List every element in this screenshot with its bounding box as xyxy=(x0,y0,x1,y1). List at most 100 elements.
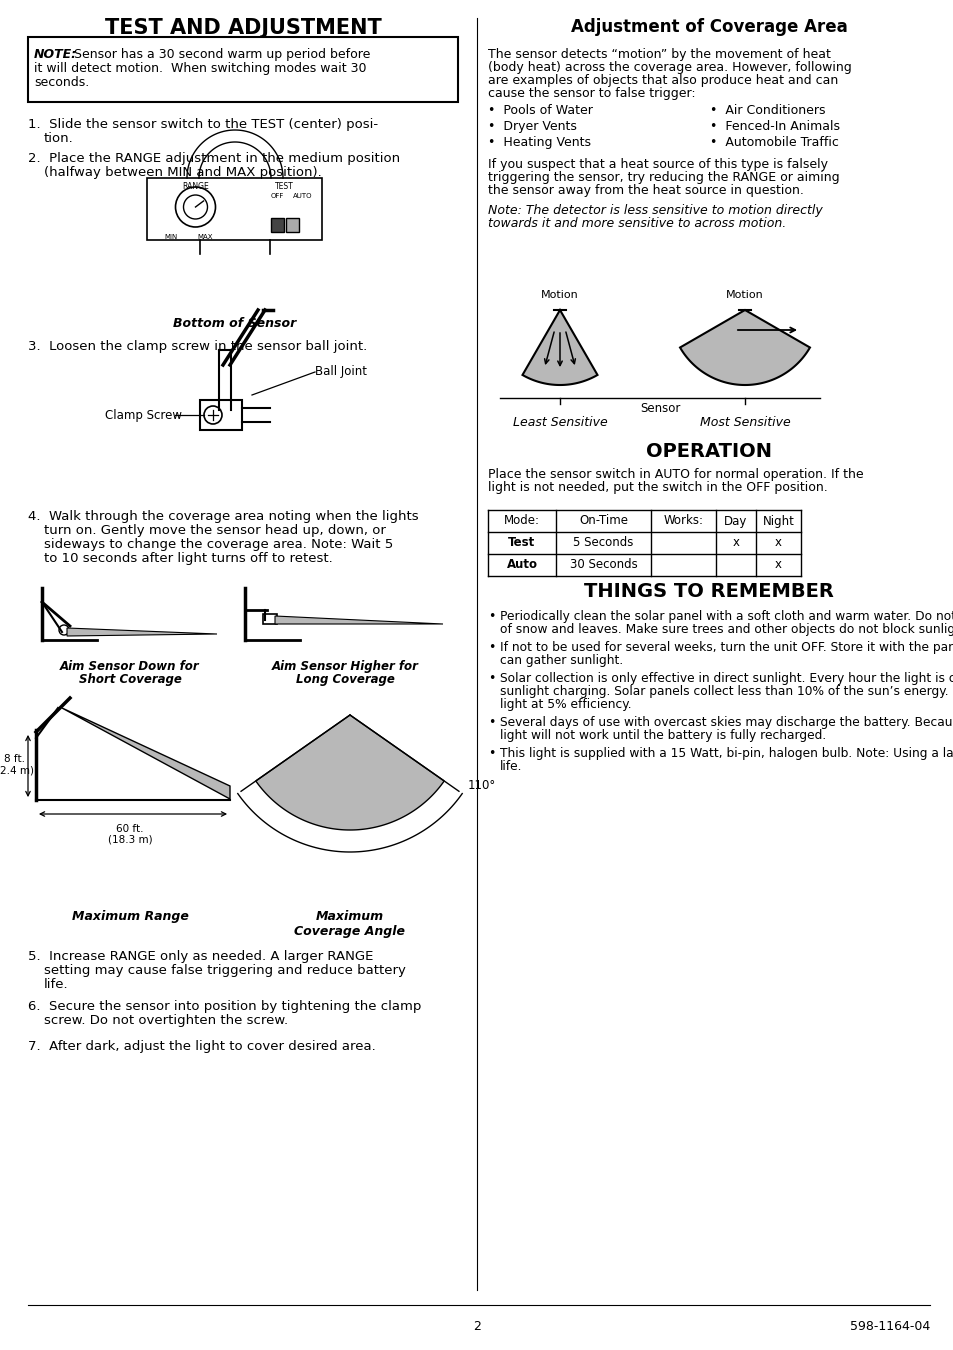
Text: towards it and more sensitive to across motion.: towards it and more sensitive to across … xyxy=(488,217,785,230)
Text: setting may cause false triggering and reduce battery: setting may cause false triggering and r… xyxy=(44,964,405,977)
Text: life.: life. xyxy=(44,977,69,991)
Text: Aim Sensor Down for: Aim Sensor Down for xyxy=(60,660,199,674)
FancyBboxPatch shape xyxy=(28,36,457,103)
Text: This light is supplied with a 15 Watt, bi-pin, halogen bulb. Note: Using a large: This light is supplied with a 15 Watt, b… xyxy=(499,747,953,760)
Text: 110°: 110° xyxy=(467,779,495,792)
Polygon shape xyxy=(679,310,809,385)
Text: AUTO: AUTO xyxy=(293,193,312,198)
Text: 2.  Place the RANGE adjustment in the medium position: 2. Place the RANGE adjustment in the med… xyxy=(28,153,399,165)
Text: Bottom of Sensor: Bottom of Sensor xyxy=(173,317,296,329)
Text: Sensor: Sensor xyxy=(639,402,679,414)
Text: Several days of use with overcast skies may discharge the battery. Because of th: Several days of use with overcast skies … xyxy=(499,716,953,729)
Text: •  Dryer Vents: • Dryer Vents xyxy=(488,120,577,134)
Text: screw. Do not overtighten the screw.: screw. Do not overtighten the screw. xyxy=(44,1014,288,1027)
Text: 5.  Increase RANGE only as needed. A larger RANGE: 5. Increase RANGE only as needed. A larg… xyxy=(28,950,373,963)
Bar xyxy=(263,614,276,624)
Text: TEST: TEST xyxy=(274,182,294,190)
Text: •: • xyxy=(488,641,495,653)
Text: 8 ft.
(2.4 m): 8 ft. (2.4 m) xyxy=(0,755,34,776)
Text: Sensor has a 30 second warm up period before: Sensor has a 30 second warm up period be… xyxy=(70,49,370,61)
Text: Day: Day xyxy=(723,514,747,528)
Text: Note: The detector is less sensitive to motion directly: Note: The detector is less sensitive to … xyxy=(488,204,821,217)
Text: MAX: MAX xyxy=(197,234,213,240)
Bar xyxy=(286,217,299,232)
Polygon shape xyxy=(255,716,444,830)
Text: NOTE:: NOTE: xyxy=(34,49,77,61)
Text: light is not needed, put the switch in the OFF position.: light is not needed, put the switch in t… xyxy=(488,481,827,494)
Bar xyxy=(148,178,322,240)
Text: Periodically clean the solar panel with a soft cloth and warm water. Do not hose: Periodically clean the solar panel with … xyxy=(499,610,953,622)
Circle shape xyxy=(175,188,215,227)
Text: Adjustment of Coverage Area: Adjustment of Coverage Area xyxy=(570,18,846,36)
Text: (body heat) across the coverage area. However, following: (body heat) across the coverage area. Ho… xyxy=(488,61,851,74)
Text: OFF: OFF xyxy=(271,193,284,198)
Polygon shape xyxy=(522,310,597,385)
Text: 598-1164-04: 598-1164-04 xyxy=(849,1320,929,1332)
Text: •: • xyxy=(488,672,495,684)
Text: The sensor detects “motion” by the movement of heat: The sensor detects “motion” by the movem… xyxy=(488,49,830,61)
Text: Maximum
Coverage Angle: Maximum Coverage Angle xyxy=(294,910,405,938)
Text: Mode:: Mode: xyxy=(503,514,539,528)
Text: it will detect motion.  When switching modes wait 30: it will detect motion. When switching mo… xyxy=(34,62,366,76)
Text: Motion: Motion xyxy=(725,290,763,300)
Text: x: x xyxy=(732,536,739,549)
Text: RANGE: RANGE xyxy=(182,182,209,190)
Text: •  Fenced-In Animals: • Fenced-In Animals xyxy=(709,120,840,134)
Text: •: • xyxy=(488,610,495,622)
Bar xyxy=(200,400,242,431)
Text: •: • xyxy=(488,716,495,729)
Text: Aim Sensor Higher for: Aim Sensor Higher for xyxy=(272,660,418,674)
Text: Solar collection is only effective in direct sunlight. Every hour the light is o: Solar collection is only effective in di… xyxy=(499,672,953,684)
Text: TEST AND ADJUSTMENT: TEST AND ADJUSTMENT xyxy=(105,18,381,38)
Text: to 10 seconds after light turns off to retest.: to 10 seconds after light turns off to r… xyxy=(44,552,333,566)
Text: Place the sensor switch in AUTO for normal operation. If the: Place the sensor switch in AUTO for norm… xyxy=(488,468,862,481)
Text: Test: Test xyxy=(508,536,535,549)
Circle shape xyxy=(59,625,69,634)
Text: turn on. Gently move the sensor head up, down, or: turn on. Gently move the sensor head up,… xyxy=(44,524,385,537)
Text: •  Pools of Water: • Pools of Water xyxy=(488,104,592,117)
Text: (halfway between MIN and MAX position).: (halfway between MIN and MAX position). xyxy=(44,166,321,180)
Text: OPERATION: OPERATION xyxy=(645,441,771,460)
Text: cause the sensor to false trigger:: cause the sensor to false trigger: xyxy=(488,86,695,100)
Text: 5 Seconds: 5 Seconds xyxy=(573,536,633,549)
Text: sunlight charging. Solar panels collect less than 10% of the sun’s energy. Light: sunlight charging. Solar panels collect … xyxy=(499,684,953,698)
Text: Ball Joint: Ball Joint xyxy=(314,366,367,378)
Text: 7.  After dark, adjust the light to cover desired area.: 7. After dark, adjust the light to cover… xyxy=(28,1040,375,1053)
Circle shape xyxy=(183,194,208,219)
Text: can gather sunlight.: can gather sunlight. xyxy=(499,653,622,667)
Polygon shape xyxy=(67,628,216,636)
Text: sideways to change the coverage area. Note: Wait 5: sideways to change the coverage area. No… xyxy=(44,539,393,551)
Text: 4.  Walk through the coverage area noting when the lights: 4. Walk through the coverage area noting… xyxy=(28,510,418,522)
Text: triggering the sensor, try reducing the RANGE or aiming: triggering the sensor, try reducing the … xyxy=(488,171,839,184)
Text: Maximum Range: Maximum Range xyxy=(71,910,189,923)
Text: •  Air Conditioners: • Air Conditioners xyxy=(709,104,824,117)
Text: •  Automobile Traffic: • Automobile Traffic xyxy=(709,136,838,148)
Text: light at 5% efficiency.: light at 5% efficiency. xyxy=(499,698,631,711)
Text: Long Coverage: Long Coverage xyxy=(295,674,394,686)
Text: Least Sensitive: Least Sensitive xyxy=(512,416,607,429)
Text: of snow and leaves. Make sure trees and other objects do not block sunlight from: of snow and leaves. Make sure trees and … xyxy=(499,622,953,636)
Circle shape xyxy=(204,406,222,424)
Text: Clamp Screw: Clamp Screw xyxy=(105,409,182,421)
Text: 60 ft.: 60 ft. xyxy=(116,824,144,834)
Text: If not to be used for several weeks, turn the unit OFF. Store it with the panel : If not to be used for several weeks, tur… xyxy=(499,641,953,653)
Text: light will not work until the battery is fully recharged.: light will not work until the battery is… xyxy=(499,729,825,742)
Text: the sensor away from the heat source in question.: the sensor away from the heat source in … xyxy=(488,184,803,197)
Text: THINGS TO REMEMBER: THINGS TO REMEMBER xyxy=(583,582,833,601)
Text: If you suspect that a heat source of this type is falsely: If you suspect that a heat source of thi… xyxy=(488,158,827,171)
Text: MIN: MIN xyxy=(165,234,178,240)
Bar xyxy=(272,217,284,232)
Text: Works:: Works: xyxy=(662,514,702,528)
Text: tion.: tion. xyxy=(44,132,73,144)
Text: x: x xyxy=(774,559,781,571)
Text: 1.  Slide the sensor switch to the TEST (center) posi-: 1. Slide the sensor switch to the TEST (… xyxy=(28,117,377,131)
Text: seconds.: seconds. xyxy=(34,76,90,89)
Text: 30 Seconds: 30 Seconds xyxy=(569,559,637,571)
Text: 6.  Secure the sensor into position by tightening the clamp: 6. Secure the sensor into position by ti… xyxy=(28,1000,421,1012)
Text: On-Time: On-Time xyxy=(578,514,627,528)
Text: life.: life. xyxy=(499,760,522,774)
Polygon shape xyxy=(62,707,230,799)
Text: 2: 2 xyxy=(473,1320,480,1332)
Text: Auto: Auto xyxy=(506,559,537,571)
Text: •: • xyxy=(488,747,495,760)
